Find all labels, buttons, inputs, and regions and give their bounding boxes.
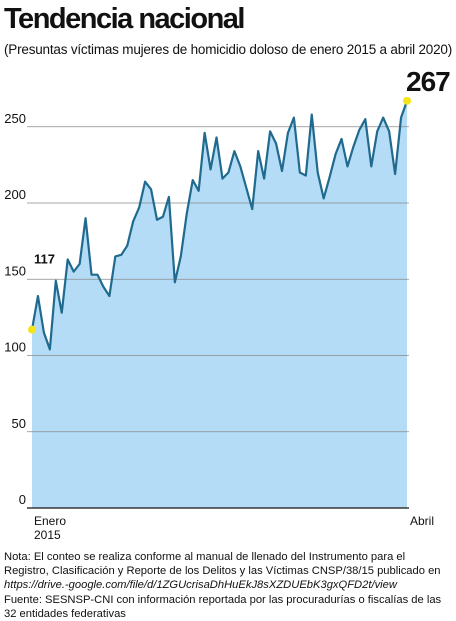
note-link[interactable]: https://drive.-google.com/file/d/1ZGUcri… [4, 579, 397, 592]
y-tick-label-150: 150 [4, 263, 26, 278]
y-tick-label-250: 250 [4, 111, 26, 126]
marker-last-point [403, 96, 411, 105]
x-label-end: Abril [410, 514, 434, 528]
data-label-first: 117 [34, 252, 55, 267]
series-line [30, 100, 409, 351]
x-label-start-year: 2015 [34, 528, 61, 540]
y-tick-label-50: 50 [12, 416, 26, 431]
source-text: Fuente: SESNSP-CNI con información repor… [4, 593, 442, 620]
trend-chart: 0 50 100 150 200 250 117 267 Enero 2015 Abril [4, 66, 451, 540]
page-subtitle: (Presuntas víctimas mujeres de homicidio… [4, 42, 453, 57]
note-body: Nota: El conteo se realiza conforme al m… [4, 551, 441, 578]
y-tick-label-200: 200 [4, 187, 26, 202]
page-title: Tendencia nacional [4, 3, 245, 35]
footnotes: Nota: El conteo se realiza conforme al m… [4, 550, 452, 621]
y-tick-label-0: 0 [19, 492, 26, 507]
y-tick-label-100: 100 [4, 340, 26, 355]
marker-first-point [28, 325, 36, 334]
note-text: Nota: El conteo se realiza conforme al m… [4, 550, 452, 593]
x-label-start-month: Enero [34, 514, 66, 528]
data-label-last: 267 [406, 66, 450, 97]
